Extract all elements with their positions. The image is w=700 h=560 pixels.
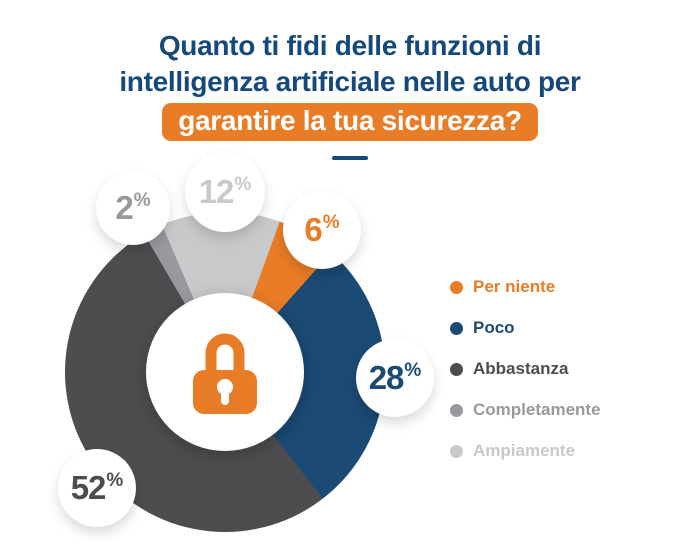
percent-badge-abbastanza: 52%: [58, 449, 136, 527]
percent-sign: %: [106, 470, 124, 491]
title-highlight: garantire la tua sicurezza?: [162, 103, 538, 141]
donut-center: [146, 293, 304, 451]
legend-bullet-icon: [450, 444, 463, 458]
divider-dash: [332, 156, 368, 160]
legend-label: Poco: [473, 318, 515, 337]
legend-bullet-icon: [450, 280, 463, 294]
legend-item-poco: Poco: [450, 318, 601, 338]
legend-label: Per niente: [473, 277, 556, 296]
legend-item-ampiamente: Ampiamente: [450, 441, 601, 461]
header: Quanto ti fidi delle funzioni di intelli…: [0, 28, 700, 160]
legend-bullet-icon: [450, 321, 463, 335]
percent-sign: %: [234, 174, 252, 195]
percent-badge-completamente: 2%: [96, 171, 170, 245]
badge-value: 6: [304, 211, 322, 248]
legend-label: Abbastanza: [473, 359, 569, 378]
legend: Per niente Poco Abbastanza Completamente…: [450, 277, 601, 482]
legend-item-per-niente: Per niente: [450, 277, 601, 297]
legend-label: Completamente: [473, 400, 601, 419]
badge-value: 2: [115, 189, 133, 226]
page-title-line-2: intelligenza artificiale nelle auto per: [119, 66, 581, 97]
percent-badge-ampiamente: 12%: [185, 152, 265, 232]
legend-item-abbastanza: Abbastanza: [450, 359, 601, 379]
badge-value: 28: [368, 359, 405, 396]
legend-bullet-icon: [450, 403, 463, 417]
percent-badge-poco: 28%: [356, 339, 434, 417]
percent-badge-per-niente: 6%: [283, 191, 361, 269]
badge-value: 12: [198, 173, 235, 210]
legend-item-completamente: Completamente: [450, 400, 601, 420]
padlock-icon: [193, 333, 257, 414]
legend-bullet-icon: [450, 362, 463, 376]
badge-value: 52: [70, 469, 107, 506]
percent-sign: %: [404, 360, 422, 381]
page-title-line-1: Quanto ti fidi delle funzioni di: [158, 30, 542, 61]
legend-label: Ampiamente: [473, 441, 576, 460]
percent-sign: %: [133, 190, 151, 211]
percent-sign: %: [322, 212, 340, 233]
